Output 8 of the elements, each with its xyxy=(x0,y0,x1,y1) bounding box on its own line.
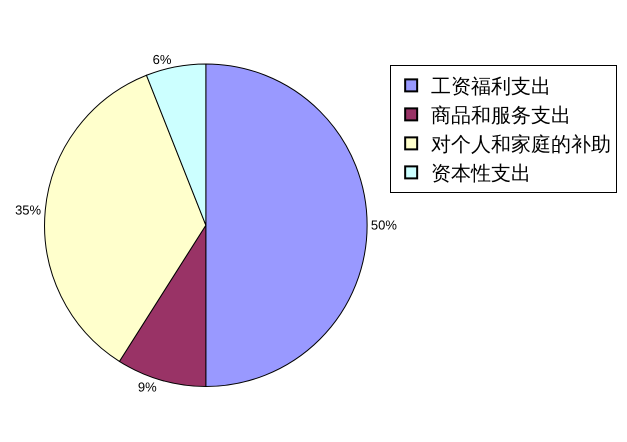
legend-label: 对个人和家庭的补助 xyxy=(431,132,612,156)
legend-label: 资本性支出 xyxy=(431,161,532,186)
data-label: 6% xyxy=(152,52,172,68)
legend-label: 工资福利支出 xyxy=(431,74,552,98)
legend-label: 商品和服务支出 xyxy=(431,103,572,128)
data-label: 9% xyxy=(138,380,158,395)
data-label: 50% xyxy=(370,218,398,233)
data-label: 35% xyxy=(15,202,42,218)
